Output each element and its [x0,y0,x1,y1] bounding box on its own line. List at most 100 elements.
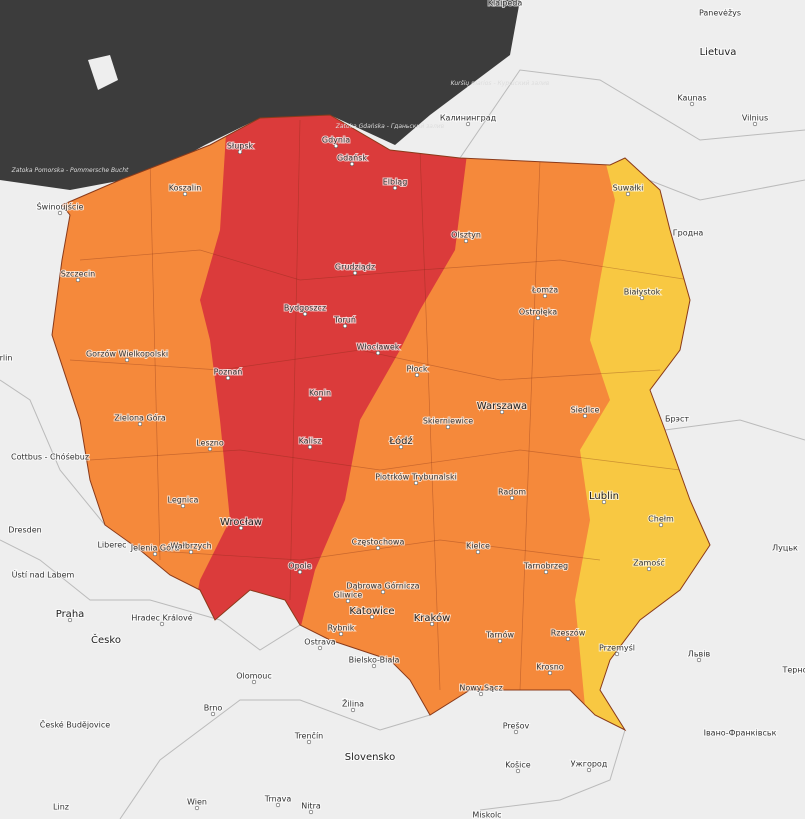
city-dot [57,210,63,216]
city-label: Skierniewice [423,417,473,426]
city-label: Olomouc [236,672,272,681]
city-label: Ostrava [304,638,336,647]
city-dot [137,421,143,427]
city-label: Słupsk [227,142,254,151]
city-label: Opole [288,562,311,571]
country-label: Wrocław [220,517,262,528]
city-dot [582,413,588,419]
city-dot [333,143,339,149]
city-dot [375,545,381,551]
city-dot [317,396,323,402]
city-label: Košice [505,760,531,770]
city-label: Prešov [503,721,530,731]
city-dot [194,805,200,811]
city-label: Jelenia Góra [130,543,180,553]
city-label: Žilina [342,698,364,709]
city-label: Bydgoszcz [284,304,326,313]
city-dot [601,499,607,505]
city-label: Брэст [665,415,689,424]
city-dot [398,444,404,450]
city-dot [542,293,548,299]
city-label: rlin [0,354,12,363]
districts [69,119,691,691]
city-dot [124,357,130,363]
city-label: Ostrołęka [519,308,557,317]
city-dot [350,707,356,713]
poland-border [51,114,711,732]
city-label: Leszno [196,439,224,448]
city-label: Trenčín [294,731,324,741]
city-dot [475,549,481,555]
city-dot [614,651,620,657]
city-label: Cottbus - Chóśebuz [11,452,89,462]
city-label: Wałbrzych [170,542,211,551]
city-label: České Budějovice [40,719,111,730]
country-label: Łódź [388,435,412,447]
zone-red [190,115,470,630]
city-label: Gliwice [334,591,363,600]
country-label: Praha [56,609,85,620]
city-label: Krosno [536,663,563,672]
city-dot [207,446,213,452]
city-dot [237,149,243,155]
city-dot [159,621,165,627]
city-label: Tarnobrzeg [523,562,568,571]
city-dot [188,549,194,555]
sea-label: Kuršių marios - Куршский залив [451,80,550,87]
city-dot [463,238,469,244]
city-dot [275,802,281,808]
city-label: Gorzów Wielkopolski [86,349,168,359]
city-label: Rybnik [328,624,355,633]
city-label: Gdańsk [337,154,367,163]
city-label: Siedlce [571,406,600,415]
city-dot [392,185,398,191]
country-label: Warszawa [477,401,527,412]
city-label: Piotrków Trybunalski [375,472,457,482]
city-label: Przemyśl [599,643,635,653]
city-label: Gdynia [322,136,350,145]
city-label: Elbląg [383,178,408,187]
city-label: Zielona Góra [114,413,166,423]
city-label: Dresden [8,526,41,535]
city-dot [371,663,377,669]
city-dot [658,522,664,528]
city-label: Dąbrowa Górnicza [346,581,419,591]
country-label: Kraków [414,612,451,624]
city-dot [752,121,758,127]
city-dot [306,739,312,745]
sea-label: Zatoka Pomorska - Pommersche Bucht [11,167,129,174]
city-dot [515,768,521,774]
city-label: Луцьк [772,544,798,553]
borders [0,69,805,819]
city-label: Wien [187,798,207,807]
city-dot [646,566,652,572]
city-dot [478,691,484,697]
city-dot [497,638,503,644]
city-label: Włocławek [357,343,400,352]
city-label: Івано-Франківськ [704,729,777,738]
city-label: Toruń [333,316,356,325]
city-dot [499,409,505,415]
city-label: Rzeszów [551,628,586,638]
city-dot [180,503,186,509]
sea-label: Zatoka Gdańska - Гданьский залив [335,123,445,130]
city-label: Płock [406,365,427,374]
city-dot [152,551,158,557]
city-dot [429,621,435,627]
city-label: Калининград [440,114,497,123]
city-label: Bielsko-Biała [349,656,400,665]
city-dot [75,277,81,283]
city-dot [625,191,631,197]
city-label: Tarnów [485,630,515,640]
city-dot [369,614,375,620]
city-dot [375,350,381,356]
city-dot [414,372,420,378]
city-label: Grudziądz [335,263,375,272]
city-dot [543,569,549,575]
country-label: Katowice [349,606,394,617]
city-label: Linz [53,803,69,812]
country-label: Lublin [589,491,619,502]
city-dot [509,495,515,501]
